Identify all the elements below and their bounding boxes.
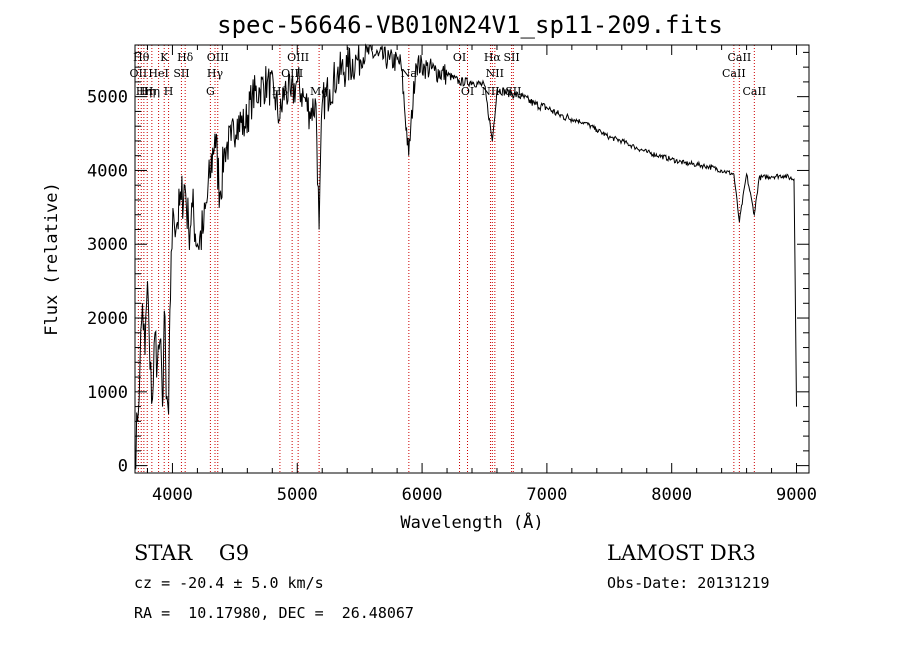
y-axis-label: Flux (relative)	[42, 182, 62, 336]
line-label-caii: CaII	[728, 51, 752, 64]
line-label-na: Na	[401, 67, 418, 80]
line-label-hη: Hη	[136, 85, 152, 98]
y-tick-label: 4000	[87, 161, 128, 181]
line-label-g: G	[206, 85, 215, 98]
y-tick-label: 5000	[87, 88, 128, 108]
line-label-sii: SII	[173, 67, 189, 80]
chart-title: spec-56646-VB010N24V1_sp11-209.fits	[217, 11, 723, 39]
plot-frame	[134, 44, 810, 474]
line-label-oi: OI	[453, 51, 466, 64]
line-label-k: K	[160, 51, 169, 64]
y-tick-label: 0	[118, 457, 128, 477]
class-label: STAR G9	[134, 541, 249, 565]
obs-date-text: Obs-Date: 20131219	[607, 574, 770, 592]
y-tick-labels: 0 1000 2000 3000 4000 5000	[87, 88, 128, 477]
line-label-hei: HeI	[148, 67, 168, 80]
line-label-oi: OI	[461, 85, 474, 98]
line-label-h: H	[164, 85, 174, 98]
x-axis-label: Wavelength (Å)	[400, 511, 543, 533]
survey-label: LAMOST DR3	[607, 541, 756, 565]
emission-line-markers	[137, 45, 755, 473]
spectrum-line	[134, 43, 797, 470]
y-tick-label: 1000	[87, 383, 128, 403]
line-label-nii: NII	[486, 67, 504, 80]
axis-ticks	[135, 45, 809, 473]
x-tick-label: 6000	[402, 485, 443, 505]
x-tick-label: 8000	[651, 485, 692, 505]
line-label-hα: Hα	[484, 51, 502, 64]
line-label-oiii: OIII	[207, 51, 229, 64]
x-tick-label: 5000	[277, 485, 318, 505]
line-label-hδ: Hδ	[177, 51, 194, 64]
line-label-caii: CaII	[742, 85, 766, 98]
line-label-hη: Hη	[144, 85, 160, 98]
line-label-hη: Hη	[139, 85, 155, 98]
y-tick-label: 3000	[87, 235, 128, 255]
line-label-hθ: Hθ	[133, 51, 150, 64]
line-label-hγ: Hγ	[207, 67, 224, 80]
line-label-oii: OII	[130, 67, 148, 80]
line-label-oiii: OIII	[287, 51, 309, 64]
x-tick-label: 4000	[152, 485, 193, 505]
y-tick-label: 2000	[87, 309, 128, 329]
redshift-text: cz = -20.4 ± 5.0 km/s	[134, 574, 324, 592]
line-label-sii: SII	[503, 51, 519, 64]
line-label-caii: CaII	[722, 67, 746, 80]
x-tick-labels: 4000 5000 6000 7000 8000 9000	[152, 485, 817, 505]
x-tick-label: 9000	[776, 485, 817, 505]
radec-text: RA = 10.17980, DEC = 26.48067	[134, 604, 414, 622]
x-tick-label: 7000	[526, 485, 567, 505]
